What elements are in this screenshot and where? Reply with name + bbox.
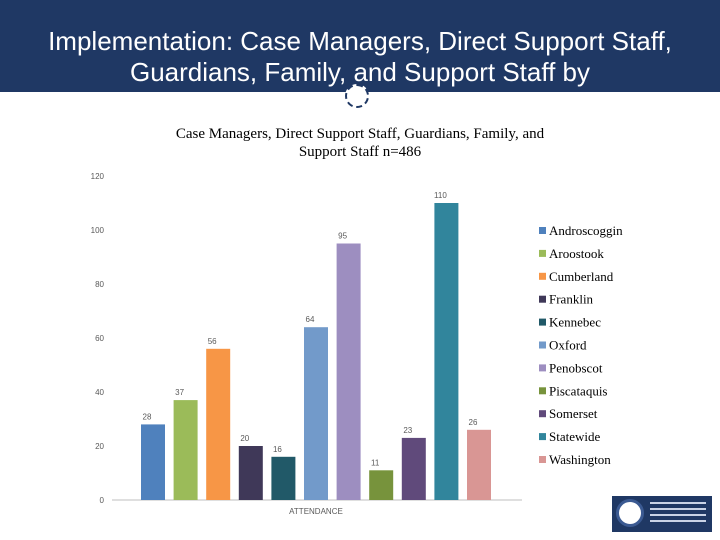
chart-title: Case Managers, Direct Support Staff, Gua…	[130, 125, 590, 161]
legend-swatch-piscataquis	[539, 387, 546, 395]
legend-label-cumberland: Cumberland	[549, 269, 614, 284]
data-label-somerset: 23	[403, 426, 412, 435]
logo-text-lines	[650, 502, 706, 526]
bar-penobscot	[336, 243, 361, 500]
legend-swatch-somerset	[539, 410, 546, 418]
bar-cumberland	[206, 348, 231, 500]
legend-swatch-washington	[539, 456, 546, 463]
bar-aroostook	[173, 400, 198, 500]
legend-label-kennebec: Kennebec	[549, 315, 601, 330]
legend-swatch-kennebec	[539, 318, 546, 326]
data-label-cumberland: 56	[208, 337, 217, 346]
legend-label-somerset: Somerset	[549, 406, 598, 421]
bar-somerset	[401, 437, 426, 500]
x-category-label: ATTENDANCE	[289, 507, 343, 516]
legend-swatch-penobscot	[539, 364, 546, 372]
y-tick-label: 0	[100, 496, 105, 505]
bar-oxford	[304, 327, 328, 500]
chart-title-line1: Case Managers, Direct Support Staff, Gua…	[175, 126, 545, 142]
slide-placeholder-circle-icon	[345, 84, 369, 108]
bar-androscoggin	[141, 424, 165, 500]
data-label-washington: 26	[469, 418, 478, 427]
legend-label-aroostook: Aroostook	[549, 246, 604, 261]
legend-swatch-franklin	[539, 295, 546, 303]
legend-swatch-oxford	[539, 341, 546, 349]
legend-swatch-aroostook	[539, 249, 546, 257]
legend-swatch-androscoggin	[539, 227, 546, 234]
legend-label-penobscot: Penobscot	[549, 360, 603, 375]
y-tick-label: 80	[95, 280, 104, 289]
bar-statewide	[434, 203, 459, 500]
slide-title: Implementation: Case Managers, Direct Su…	[48, 26, 672, 87]
y-tick-label: 20	[95, 442, 104, 451]
legend-label-washington: Washington	[549, 452, 611, 467]
legend-label-oxford: Oxford	[549, 338, 587, 353]
legend-swatch-cumberland	[539, 272, 546, 280]
data-label-penobscot: 95	[338, 232, 347, 241]
data-label-kennebec: 16	[273, 445, 282, 454]
legend-swatch-statewide	[539, 433, 546, 441]
data-label-statewide: 110	[434, 191, 447, 200]
legend-label-statewide: Statewide	[549, 429, 600, 444]
data-label-aroostook: 37	[175, 388, 184, 397]
legend-label-androscoggin: Androscoggin	[549, 223, 623, 238]
data-label-piscataquis: 11	[371, 458, 380, 467]
legend-label-franklin: Franklin	[549, 292, 594, 307]
bar-franklin	[238, 446, 263, 500]
data-label-franklin: 20	[240, 434, 249, 443]
bar-kennebec	[271, 456, 296, 500]
bar-piscataquis	[369, 470, 394, 500]
data-label-androscoggin: 28	[143, 412, 152, 421]
data-label-oxford: 64	[306, 315, 315, 324]
legend-label-piscataquis: Piscataquis	[549, 383, 608, 398]
state-department-logo	[612, 496, 712, 532]
bar-washington	[467, 429, 491, 500]
y-tick-label: 60	[95, 334, 104, 343]
y-tick-label: 120	[91, 172, 105, 181]
chart-title-line2: Support Staff n=486	[298, 144, 422, 160]
y-tick-label: 100	[91, 226, 105, 235]
state-seal-icon	[616, 499, 644, 527]
slide-header: Implementation: Case Managers, Direct Su…	[0, 0, 720, 92]
y-tick-label: 40	[95, 388, 104, 397]
